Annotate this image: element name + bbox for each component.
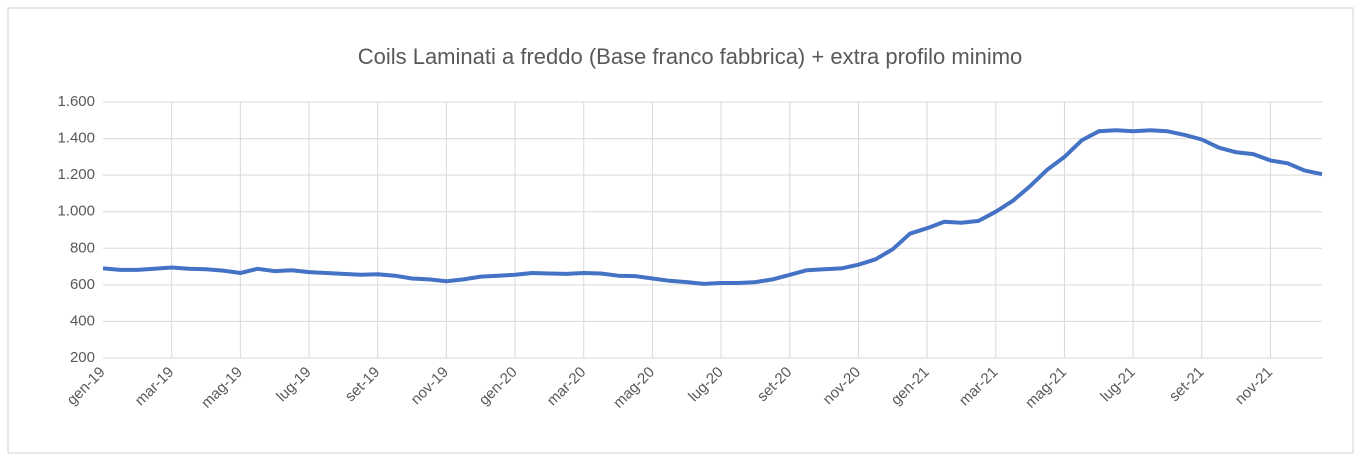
y-tick-label: 600	[70, 276, 95, 293]
y-tick-label: 800	[70, 239, 95, 256]
y-tick-label: 200	[70, 349, 95, 366]
y-tick-label: 1.200	[57, 166, 95, 183]
data-line	[102, 128, 1323, 286]
chart-frame	[7, 7, 1354, 454]
y-tick-label: 1.600	[57, 93, 95, 110]
y-tick-label: 1.400	[57, 130, 95, 147]
y-tick-label: 400	[70, 312, 95, 329]
y-tick-label: 1.000	[57, 203, 95, 220]
chart-title: Coils Laminati a freddo (Base franco fab…	[358, 44, 1023, 69]
